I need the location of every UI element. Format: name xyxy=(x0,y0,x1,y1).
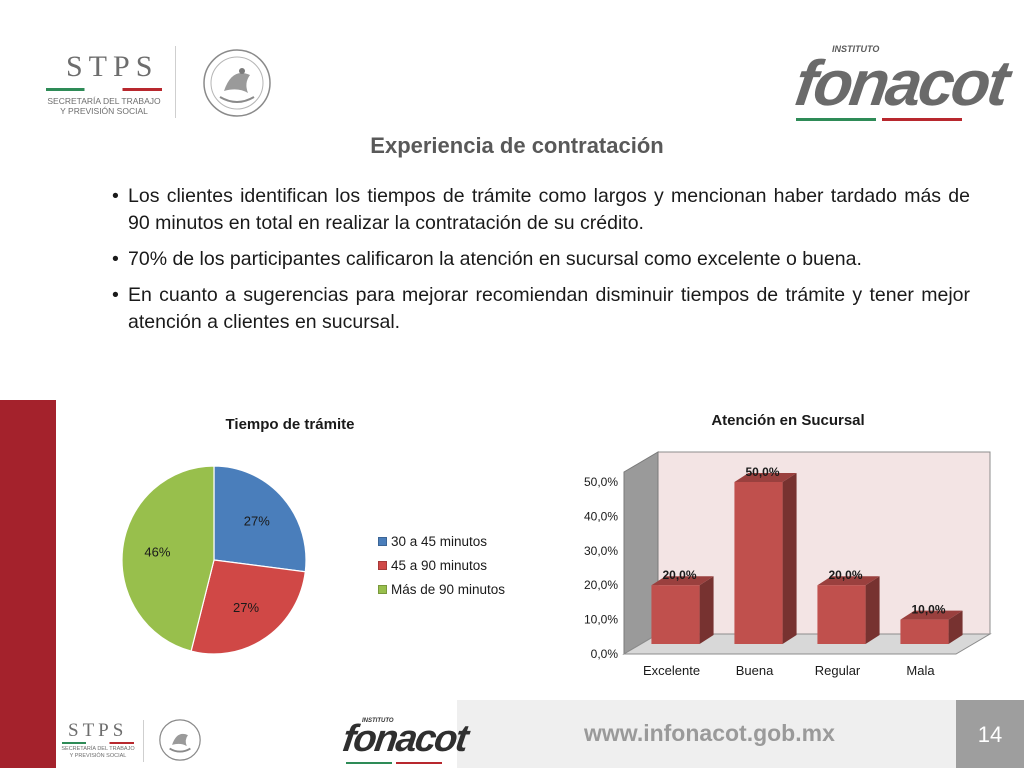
x-tick-label: Buena xyxy=(736,663,774,678)
mexico-seal-icon xyxy=(203,49,271,117)
bar xyxy=(817,585,866,644)
legend-item: 45 a 90 minutos xyxy=(378,553,505,577)
footer-stps-stripe xyxy=(62,742,134,744)
fonacot-prefix: INSTITUTO xyxy=(832,44,880,54)
y-tick-label: 40,0% xyxy=(584,509,618,523)
footer-fonacot-red-line xyxy=(396,762,442,764)
pie-data-label: 27% xyxy=(233,600,259,615)
footer-stps-logo-text: STPS xyxy=(68,720,128,741)
bar-data-label: 50,0% xyxy=(745,465,779,479)
legend-swatch xyxy=(378,536,387,546)
page-number: 14 xyxy=(977,722,1003,747)
fonacot-red-line xyxy=(882,118,962,121)
pie-slice xyxy=(213,465,307,573)
legend-item: Más de 90 minutos xyxy=(378,577,505,601)
stps-logo-text: STPS xyxy=(66,50,159,83)
bullet-item: • Los clientes identifican los tiempos de… xyxy=(112,183,970,237)
footer-fonacot-prefix: INSTITUTO xyxy=(362,718,394,724)
charts-canvas: 27% 27% 46% 0,0% 10,0% 20,0% 30,0% 40,0% 50,0% 20… xyxy=(121,451,992,678)
legend-swatch xyxy=(378,560,387,570)
x-tick-label: Regular xyxy=(815,663,861,678)
bar-side xyxy=(782,473,797,644)
legend-label: 30 a 45 minutos xyxy=(391,533,488,549)
bar-side xyxy=(699,576,714,644)
legend-label: 45 a 90 minutos xyxy=(391,557,488,573)
bar-top xyxy=(900,610,963,620)
legend-swatch xyxy=(378,584,387,594)
bullet-text: Los clientes identifican los tiempos de … xyxy=(128,185,970,234)
bar-top xyxy=(651,576,714,586)
header-divider xyxy=(175,46,176,118)
pie-slice xyxy=(121,465,215,652)
slide-title: Experiencia de contratación xyxy=(370,133,664,158)
footer-fonacot-green-line xyxy=(346,762,392,764)
bar-data-label: 20,0% xyxy=(828,568,862,582)
y-tick-label: 50,0% xyxy=(584,475,618,489)
footer-stps-subtitle: SECRETARÍA DEL TRABAJO Y PREVISIÓN SOCIA… xyxy=(61,746,135,759)
legend-item: 30 a 45 minutos xyxy=(378,529,505,553)
bar-data-label: 20,0% xyxy=(662,568,696,582)
bullet-list: • Los clientes identifican los tiempos de… xyxy=(112,183,970,345)
bullet-text: En cuanto a sugerencias para mejorar rec… xyxy=(128,284,970,333)
bar-chart-title: Atención en Sucursal xyxy=(711,412,865,429)
bar-floor xyxy=(622,633,992,655)
stps-subtitle: SECRETARÍA DEL TRABAJO Y PREVISIÓN SOCIA… xyxy=(47,96,161,116)
pie-data-label: 46% xyxy=(144,545,170,560)
bullet-item: • En cuanto a sugerencias para mejorar re… xyxy=(112,282,970,336)
y-tick-label: 10,0% xyxy=(584,613,618,627)
bar-side xyxy=(865,576,880,644)
pie-chart-title: Tiempo de trámite xyxy=(225,416,355,433)
bar-top xyxy=(817,576,880,586)
bullet-dot: • xyxy=(112,248,119,270)
bullet-dot: • xyxy=(112,185,119,207)
footer-band xyxy=(457,700,1024,768)
pie-data-label: 27% xyxy=(244,513,270,528)
y-tick-label: 20,0% xyxy=(584,578,618,592)
footer-fonacot-logo-text: fonacot xyxy=(340,718,470,760)
pie-legend: 30 a 45 minutos 45 a 90 minutos Más de 9… xyxy=(378,529,505,601)
footer-mexico-seal-icon xyxy=(159,719,201,761)
stps-flag-stripe xyxy=(46,88,162,91)
pie-slice xyxy=(190,559,306,655)
x-tick-label: Excelente xyxy=(643,663,700,678)
y-tick-label: 0,0% xyxy=(591,647,619,661)
bar-data-label: 10,0% xyxy=(911,603,945,617)
footer-divider xyxy=(143,720,144,762)
bar-side xyxy=(948,610,963,644)
y-tick-label: 30,0% xyxy=(584,544,618,558)
bar xyxy=(734,482,783,644)
bar-top xyxy=(734,473,797,482)
footer-url-link[interactable]: www.infonacot.gob.mx xyxy=(584,720,835,746)
bullet-item: • 70% de los participantes calificaron la… xyxy=(112,246,970,273)
bar xyxy=(651,585,700,644)
page-number-box xyxy=(956,700,1024,768)
bar xyxy=(900,619,949,644)
legend-label: Más de 90 minutos xyxy=(391,581,506,597)
bullet-text: 70% de los participantes calificaron la … xyxy=(128,248,862,270)
left-accent-band xyxy=(0,400,56,768)
fonacot-green-line xyxy=(796,118,876,121)
bullet-dot: • xyxy=(112,284,119,306)
x-tick-label: Mala xyxy=(906,663,935,678)
